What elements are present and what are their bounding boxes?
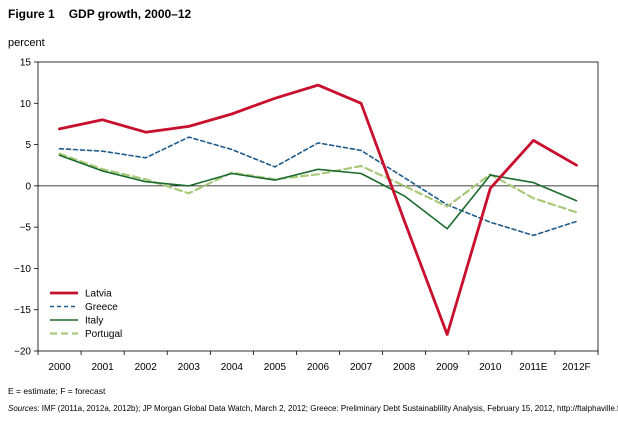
figure-title: Figure 1 GDP growth, 2000–12	[8, 7, 191, 21]
figure-label: Figure 1	[8, 7, 55, 21]
x-tick-label: 2000	[48, 362, 71, 373]
series-line-italy	[58, 154, 578, 230]
plot-area	[37, 61, 599, 352]
y-tick-label: 15	[20, 58, 32, 69]
legend-label-portugal: Portugal	[85, 329, 122, 340]
y-tick-label: 0	[25, 181, 31, 192]
x-tick-label: 2010	[479, 362, 502, 373]
x-tick-label: 2006	[307, 362, 330, 373]
x-tick-label: 2002	[135, 362, 158, 373]
legend-label-italy: Italy	[85, 316, 103, 327]
series-line-greece	[58, 136, 578, 237]
x-tick-label: 2003	[178, 362, 201, 373]
sources-text: IMF (2011a, 2012a, 2012b); JP Morgan Glo…	[39, 404, 618, 413]
x-tick-label: 2012F	[562, 362, 590, 373]
x-tick-label: 2008	[393, 362, 416, 373]
y-tick-label: 5	[25, 140, 31, 151]
x-tick-label: 2004	[221, 362, 244, 373]
estimate-note: E = estimate; F = forecast	[8, 386, 106, 396]
y-tick-label: −10	[14, 264, 31, 275]
x-tick-label: 2007	[350, 362, 373, 373]
x-tick-label: 2005	[264, 362, 287, 373]
sources-note: Sources: IMF (2011a, 2012a, 2012b); JP M…	[8, 404, 618, 413]
series-line-portugal	[58, 152, 578, 214]
gdp-growth-chart: 15 10 5 0 −5 −10 −15 −20 2000 2001 2002 2003 2004 200…	[14, 58, 599, 373]
x-tick-label: 2001	[91, 362, 114, 373]
x-tick-label: 2011E	[519, 362, 548, 373]
sources-lead: Sources:	[8, 404, 40, 413]
y-tick-label: −5	[20, 223, 32, 234]
y-axis-label: percent	[8, 37, 45, 49]
legend-label-latvia: Latvia	[85, 289, 112, 300]
y-tick-label: −20	[14, 347, 31, 358]
y-tick-label: −15	[14, 305, 31, 316]
figure-title-text: GDP growth, 2000–12	[68, 7, 192, 21]
x-tick-label: 2009	[436, 362, 459, 373]
series-line-latvia	[58, 83, 578, 336]
y-tick-label: 10	[20, 99, 32, 110]
legend-label-greece: Greece	[85, 302, 118, 313]
